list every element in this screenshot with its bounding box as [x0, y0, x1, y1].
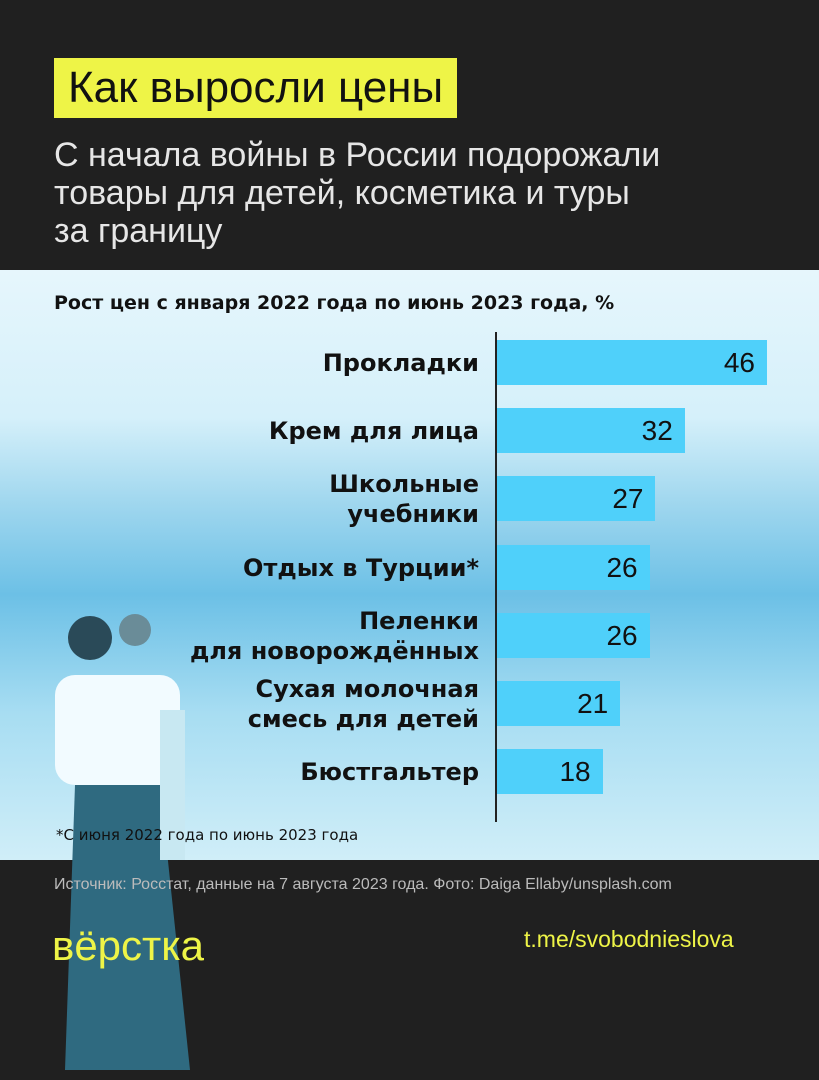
logo: вёрстка [52, 922, 204, 969]
category-label: Бюстгальтер [300, 758, 479, 787]
data-label: 32 [641, 415, 673, 447]
data-label: 26 [606, 551, 638, 583]
bar: 27 [497, 476, 656, 522]
data-label: 27 [612, 483, 644, 515]
category-label: Прокладки [322, 349, 479, 377]
chart-title: Рост цен с января 2022 года по июнь 2023… [54, 292, 615, 314]
bar: 18 [497, 749, 603, 795]
bar: 26 [497, 544, 650, 590]
y-axis-line [495, 332, 497, 822]
page-title: Как выросли цены [54, 58, 458, 118]
category-label: Отдых в Турции* [243, 553, 479, 582]
data-label: 21 [577, 688, 609, 719]
footnote: *С июня 2022 года по июнь 2023 года [56, 826, 359, 844]
header: Как выросли цены С начала войны в России… [0, 0, 819, 270]
category-label: Крем для лица [268, 417, 479, 446]
woman-child-photo [55, 614, 190, 1070]
data-label: 18 [559, 756, 591, 788]
telegram-link[interactable]: t.me/svobodnieslova [524, 926, 734, 952]
bar: 26 [497, 612, 650, 658]
source-text: Источник: Росстат, данные на 7 августа 2… [54, 876, 672, 893]
data-label: 46 [723, 347, 755, 378]
page-subtitle: С начала войны в России подорожали товар… [54, 136, 661, 250]
category-label: Пеленки для новорождённых [189, 606, 479, 665]
data-label: 26 [606, 619, 638, 651]
category-label: Сухая молочная смесь для детей [247, 675, 479, 733]
bar: 21 [497, 681, 621, 726]
category-label: Школьные учебники [329, 470, 479, 529]
bar: 46 [497, 340, 767, 385]
bar: 32 [497, 408, 685, 454]
